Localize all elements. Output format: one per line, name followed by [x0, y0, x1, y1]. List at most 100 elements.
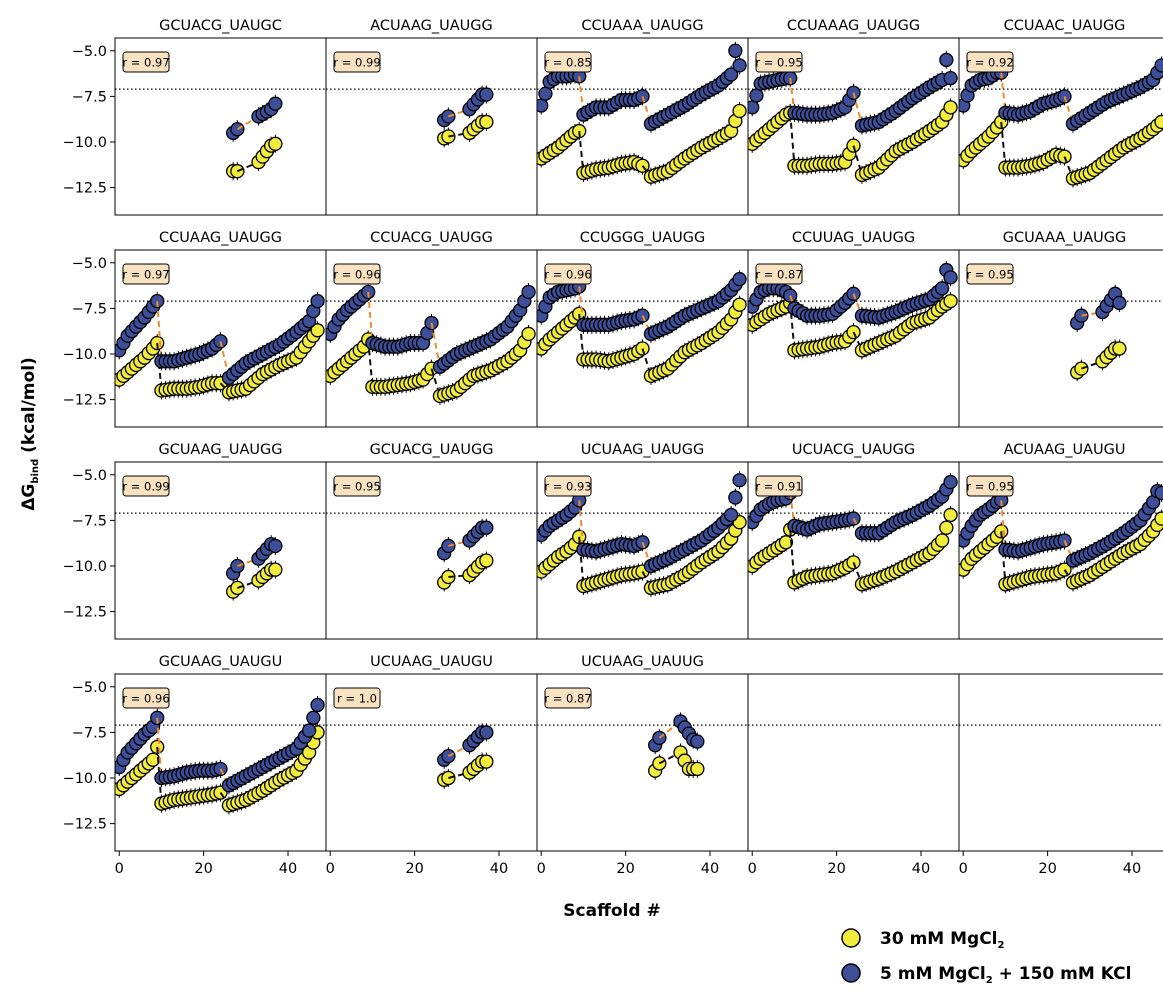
- correlation-label: r = 0.95: [966, 268, 1013, 282]
- correlation-box: [122, 687, 170, 709]
- panel-title: UCUAAG_UAUGU: [370, 654, 493, 670]
- kcl-series-point: [306, 710, 321, 725]
- mg-series-connector: [658, 751, 681, 765]
- y-tick-label: −5.0: [72, 44, 107, 60]
- legend-label-mg-sub: 2: [998, 940, 1005, 951]
- correlation-box: [544, 51, 592, 73]
- panel-body: [326, 512, 537, 592]
- mg-series-connector: [578, 536, 585, 587]
- legend: 30 mM MgCl2 5 mM MgCl2 + 150 mM KCl: [841, 928, 1132, 986]
- correlation-label: r = 0.96: [544, 268, 591, 282]
- panel-title: CCUUAG_UAUGG: [792, 230, 915, 246]
- kcl-series-point: [732, 58, 747, 73]
- correlation-label: r = 0.87: [544, 692, 591, 706]
- mg-series-connector: [578, 313, 585, 360]
- panel-frame: [958, 37, 1163, 216]
- mg-series-point: [268, 562, 283, 577]
- legend-label-kcl-rest: + 150 mM KCl: [993, 964, 1132, 984]
- mg-series-point: [778, 535, 794, 550]
- correlation-box: [333, 51, 381, 73]
- mg-series-connector: [367, 339, 374, 387]
- panel: 0 20 40: [958, 673, 1163, 877]
- panel-body: [959, 284, 1163, 382]
- kcl-series-connector: [1063, 540, 1074, 561]
- panel-body: [326, 723, 537, 789]
- panel-body: [748, 473, 959, 594]
- mg-series-connector: [237, 579, 259, 589]
- panel: 0 20 40: [747, 673, 960, 877]
- x-tick-label: 0: [115, 861, 124, 877]
- kcl-series-point: [943, 70, 958, 86]
- panel-title: CCUAAC_UAUGG: [1004, 18, 1126, 34]
- panel-frame: [747, 673, 960, 852]
- correlation-label: r = 0.87: [755, 268, 802, 282]
- y-tick-label: −5.0: [72, 468, 107, 484]
- kcl-series-point: [479, 725, 494, 740]
- kcl-series-connector: [1081, 311, 1103, 317]
- correlation-box: [333, 263, 381, 285]
- panel-body: [537, 712, 748, 780]
- mg-series-connector: [852, 331, 863, 351]
- correlation-box: [333, 687, 381, 709]
- mg-series-connector: [448, 131, 470, 138]
- x-axis-label: Scaffold #: [563, 901, 660, 921]
- mg-series-connector: [789, 529, 796, 583]
- correlation-label: r = 0.99: [122, 480, 169, 494]
- panel-body: [959, 482, 1163, 594]
- mg-series-point: [1154, 114, 1163, 130]
- x-tick-label: 20: [405, 861, 423, 877]
- kcl-series-connector: [237, 557, 259, 567]
- panel-frame: [958, 461, 1163, 640]
- x-tick-label: 40: [1123, 861, 1141, 877]
- panel-body: [959, 56, 1163, 188]
- y-tick-label: −12.5: [63, 181, 107, 197]
- x-tick-label: 20: [827, 861, 845, 877]
- panel-title: CCUAAA_UAUGG: [581, 18, 703, 34]
- y-tick-label: −10.0: [63, 135, 107, 151]
- mg-series-connector: [1000, 121, 1007, 168]
- correlation-label: r = 0.95: [333, 480, 380, 494]
- kcl-series-point: [538, 86, 553, 101]
- correlation-label: r = 0.92: [966, 56, 1013, 70]
- y-tick-label: −10.0: [63, 559, 107, 575]
- kcl-series-point: [521, 284, 536, 300]
- correlation-label: r = 0.85: [544, 56, 591, 70]
- y-tick-label: −12.5: [63, 817, 107, 833]
- x-tick-label: 20: [194, 861, 212, 877]
- legend-marker-kcl: [841, 963, 861, 983]
- y-axis-label-unit: (kcal/mol): [19, 357, 39, 459]
- kcl-series-point: [943, 474, 958, 490]
- panel-title: ACUAAG_UAUGG: [370, 18, 493, 34]
- x-tick-label: 40: [912, 861, 930, 877]
- correlation-label: r = 0.93: [544, 480, 591, 494]
- mg-series-point: [1112, 341, 1127, 356]
- panel-body: [748, 50, 959, 184]
- mg-series-connector: [1000, 531, 1007, 585]
- mg-series-point: [732, 297, 747, 312]
- mg-series-point: [943, 100, 958, 115]
- kcl-series-connector: [641, 315, 652, 335]
- panel-title: ACUAAG_UAUGU: [1004, 442, 1126, 458]
- x-tick-label: 20: [616, 861, 634, 877]
- mg-series-connector: [852, 562, 863, 585]
- x-tick-label: 0: [748, 861, 757, 877]
- mg-series-connector: [789, 302, 796, 351]
- kcl-series-connector: [852, 293, 863, 317]
- mg-series-point: [732, 103, 747, 119]
- kcl-series-point: [268, 538, 283, 554]
- panel-body: [326, 85, 537, 148]
- correlation-label: r = 0.96: [122, 692, 169, 706]
- correlation-label: r = 0.97: [122, 268, 169, 282]
- mg-series-connector: [1081, 360, 1103, 370]
- panel-title: CCUACG_UAUGG: [370, 230, 493, 246]
- kcl-series-connector: [578, 500, 585, 550]
- legend-label-kcl-main: 5 mM MgCl: [880, 964, 986, 984]
- correlation-box: [333, 475, 381, 497]
